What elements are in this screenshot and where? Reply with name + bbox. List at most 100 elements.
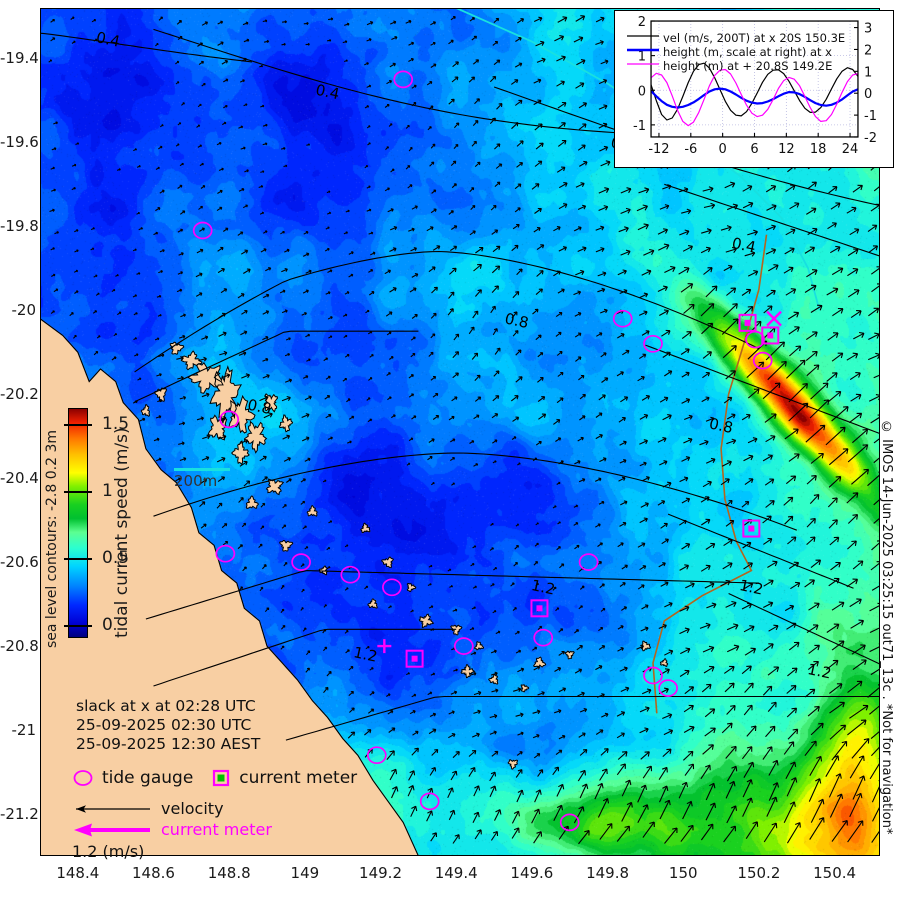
velocity-arrowhead — [670, 265, 676, 273]
velocity-arrowhead — [644, 706, 650, 712]
colorbar[interactable]: 0 0.5 1 1.5 — [64, 408, 129, 638]
current-meter-marker[interactable] — [742, 519, 761, 538]
velocity-arrowhead — [556, 419, 561, 424]
velocity-arrowhead — [666, 351, 671, 357]
velocity-arrow — [678, 520, 687, 526]
velocity-arrowhead — [496, 59, 501, 64]
velocity-arrow — [511, 827, 520, 839]
tide-gauge-marker[interactable] — [559, 813, 580, 832]
velocity-arrowhead — [328, 375, 331, 379]
tide-gauge-marker[interactable] — [643, 666, 663, 685]
velocity-arrow — [196, 249, 204, 254]
velocity-arrowhead — [306, 252, 310, 257]
velocity-arrowhead — [518, 649, 522, 653]
current-meter-marker[interactable] — [738, 313, 757, 332]
velocity-arrow — [533, 753, 541, 759]
velocity-arrowhead — [519, 712, 524, 718]
velocity-arrowhead — [350, 690, 354, 695]
tide-gauge-marker[interactable] — [658, 679, 678, 697]
velocity-arrowhead — [794, 202, 800, 208]
tide-gauge-marker[interactable] — [752, 351, 773, 370]
current-meter-marker[interactable] — [530, 599, 549, 618]
tide-gauge-marker[interactable] — [612, 309, 633, 328]
velocity-arrowhead — [160, 269, 163, 274]
velocity-arrow — [324, 395, 330, 400]
velocity-arrowhead — [705, 372, 711, 377]
velocity-arrowhead — [391, 727, 396, 732]
inset-xtick-label: 0 — [719, 142, 727, 157]
velocity-arrowhead — [178, 20, 182, 24]
velocity-arrowhead — [201, 162, 204, 166]
current-meter-marker[interactable] — [761, 326, 780, 345]
tide-gauge-marker[interactable] — [419, 792, 440, 811]
velocity-arrowhead — [858, 755, 865, 761]
tide-gauge-marker[interactable] — [219, 410, 240, 429]
velocity-arrow — [283, 457, 291, 462]
tide-gauge-marker[interactable] — [533, 628, 554, 647]
tide-gauge-marker[interactable] — [340, 565, 361, 584]
velocity-arrowhead — [536, 665, 541, 670]
velocity-arrowhead — [433, 286, 438, 291]
velocity-arrowhead — [180, 228, 184, 232]
velocity-arrowhead — [560, 460, 564, 464]
velocity-arrowhead — [842, 448, 849, 454]
tide-gauge-marker[interactable] — [215, 544, 236, 563]
velocity-arrowhead — [792, 728, 799, 735]
velocity-arrowhead — [582, 394, 586, 398]
velocity-arrowhead — [767, 305, 773, 311]
velocity-arrowhead — [494, 285, 499, 290]
tide-gauge-marker[interactable] — [643, 334, 663, 353]
current-meter-marker[interactable] — [405, 649, 424, 668]
velocity-arrow — [704, 708, 715, 718]
velocity-arrow — [538, 413, 546, 420]
velocity-arrowhead — [177, 143, 180, 146]
tide-gauge-marker[interactable] — [453, 637, 474, 655]
tide-gauge-marker[interactable] — [192, 221, 213, 240]
velocity-arrowhead — [414, 747, 419, 753]
velocity-arrowhead — [265, 230, 268, 233]
tide-gauge-marker[interactable] — [393, 70, 414, 89]
velocity-arrow — [514, 207, 521, 213]
tide-gauge-marker[interactable] — [366, 746, 387, 765]
velocity-arrowhead — [203, 478, 208, 483]
velocity-arrowhead — [452, 457, 456, 460]
tide-gauge-marker[interactable] — [578, 553, 599, 571]
velocity-arrowhead — [538, 123, 543, 129]
velocity-arrowhead — [747, 704, 753, 711]
velocity-arrowhead — [286, 248, 290, 252]
velocity-arrowhead — [853, 289, 860, 295]
velocity-arrowhead — [199, 144, 203, 148]
velocity-arrow — [217, 190, 223, 194]
timeseries-inset-plot[interactable]: -12 -6 0 6 12 18 24 -1 0 1 2 -2 -1 0 1 2 3 vel (m/s, 200… — [614, 10, 894, 168]
tide-gauge-marker[interactable] — [382, 578, 402, 597]
velocity-arrowhead — [746, 288, 752, 294]
velocity-arrowhead — [495, 265, 501, 271]
velocity-arrow — [176, 357, 184, 360]
tide-gauge-marker[interactable] — [291, 553, 311, 571]
velocity-arrow — [809, 399, 830, 419]
velocity-arrowhead — [562, 246, 567, 251]
velocity-arrowhead — [664, 799, 671, 806]
velocity-arrowhead — [562, 16, 568, 22]
velocity-arrow — [536, 244, 545, 251]
velocity-arrow — [765, 185, 776, 193]
velocity-arrowhead — [688, 763, 695, 770]
velocity-arrowhead — [513, 311, 518, 316]
velocity-arrow — [367, 708, 374, 714]
velocity-arrowhead — [243, 522, 247, 526]
velocity-arrow — [849, 598, 862, 608]
velocity-arrowhead — [365, 585, 369, 589]
velocity-arrow — [411, 273, 419, 278]
station-markers[interactable] — [192, 70, 782, 832]
velocity-arrow — [681, 498, 690, 504]
velocity-arrowhead — [203, 523, 207, 527]
velocity-arrow — [788, 562, 799, 570]
velocity-arrowhead — [138, 272, 141, 275]
velocity-arrowhead — [809, 246, 816, 252]
velocity-arrowhead — [690, 582, 695, 588]
velocity-arrow — [684, 763, 694, 776]
velocity-arrowhead — [731, 765, 738, 772]
velocity-arrow — [490, 650, 497, 654]
velocity-arrow — [662, 351, 671, 358]
velocity-arrowhead — [794, 453, 800, 459]
